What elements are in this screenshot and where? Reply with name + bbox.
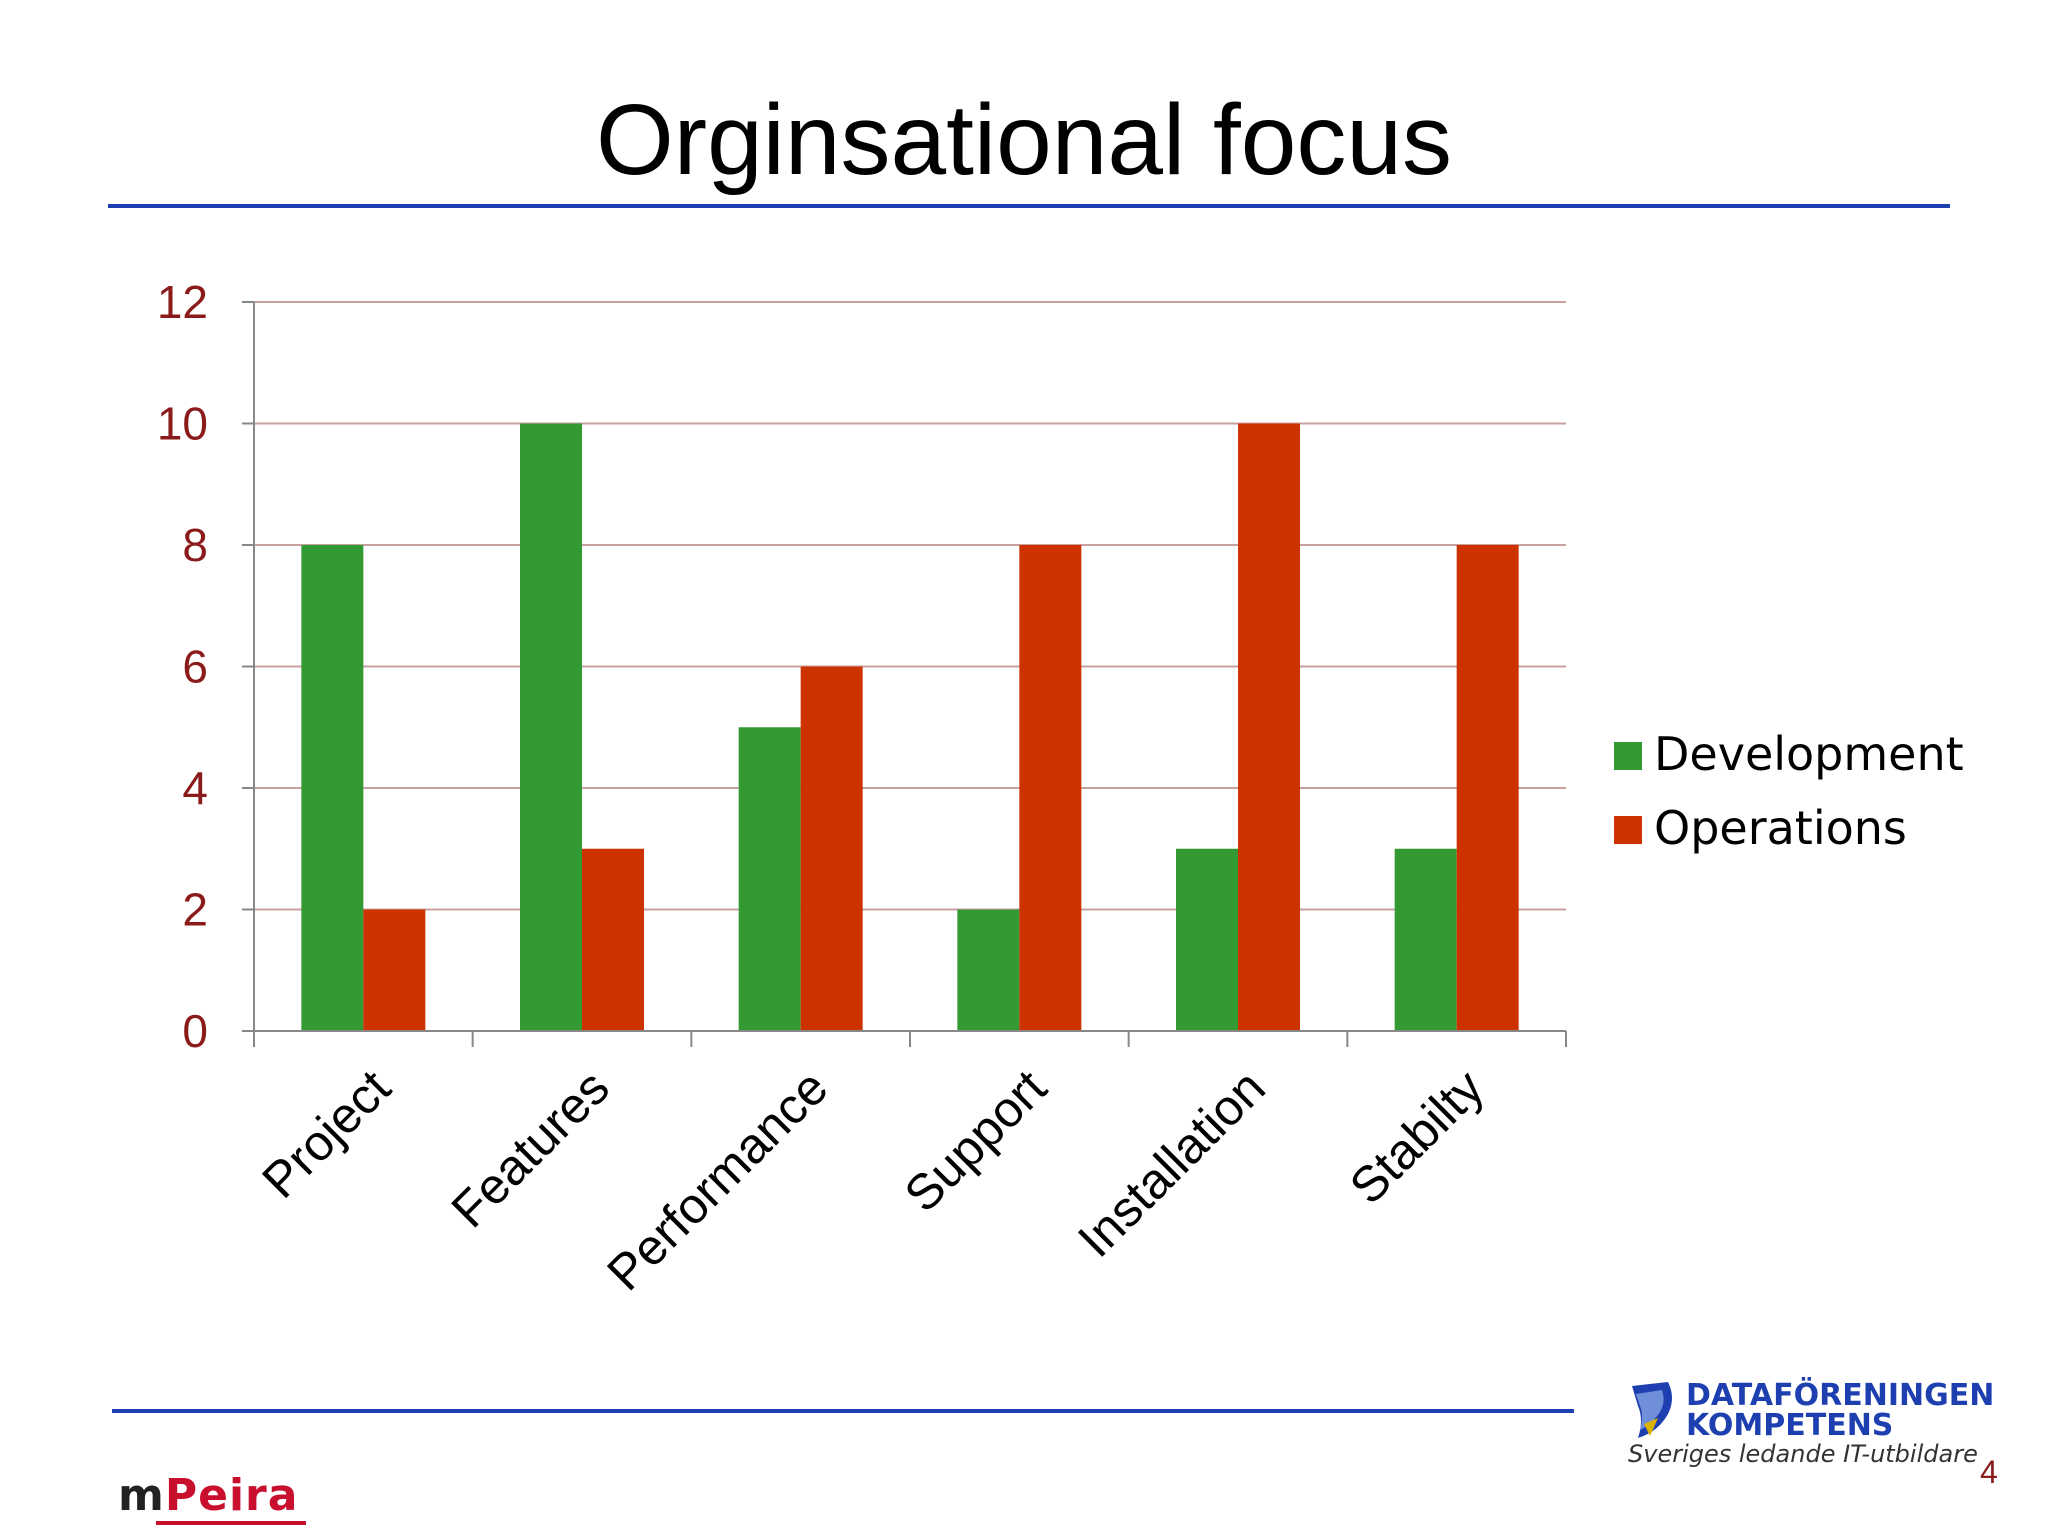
slide-title: Orginsational focus bbox=[595, 84, 1452, 196]
y-tick-label: 10 bbox=[157, 398, 208, 450]
bar-operations-performance bbox=[800, 666, 863, 1031]
y-tick-label: 4 bbox=[182, 762, 208, 814]
dataforeningen-logo: DATAFÖRENINGEN KOMPETENS bbox=[1628, 1380, 1994, 1460]
axes bbox=[242, 301, 1567, 1047]
legend-swatch-operations bbox=[1614, 816, 1642, 844]
dataforeningen-mark-icon bbox=[1632, 1382, 1672, 1438]
mpeira-logo-accent: Peira bbox=[164, 1470, 299, 1521]
legend-swatch-development bbox=[1614, 742, 1642, 770]
bar-operations-features bbox=[582, 848, 644, 1031]
bar-development-features bbox=[520, 423, 582, 1031]
bar-operations-installation bbox=[1238, 423, 1300, 1031]
bar-operations-support bbox=[1019, 545, 1082, 1031]
dataforeningen-tagline: Sveriges ledande IT-utbildare bbox=[1628, 1440, 1978, 1468]
gridlines bbox=[254, 301, 1566, 911]
x-tick-label: Project bbox=[251, 1059, 401, 1209]
mpeira-logo-prefix: m bbox=[118, 1470, 165, 1521]
y-tick-labels: 0 2 4 6 8 10 12 bbox=[157, 276, 208, 1057]
bar-operations-project bbox=[363, 909, 426, 1031]
x-tick-label: Features bbox=[441, 1059, 620, 1238]
bars bbox=[301, 423, 1519, 1031]
legend-label-operations: Operations bbox=[1654, 801, 1907, 855]
mpeira-logo-underline bbox=[156, 1521, 306, 1525]
x-tick-label: Installation bbox=[1067, 1059, 1276, 1268]
bar-development-stabilty bbox=[1394, 848, 1457, 1031]
legend: Development Operations bbox=[1614, 727, 1964, 855]
x-tick-label: Performance bbox=[596, 1059, 838, 1301]
bar-development-performance bbox=[738, 727, 801, 1031]
title-divider bbox=[108, 204, 1950, 208]
y-tick-label: 2 bbox=[182, 884, 208, 936]
y-tick-label: 8 bbox=[182, 519, 208, 571]
dataforeningen-logo-line2: KOMPETENS bbox=[1686, 1408, 1894, 1443]
x-tick-label: Support bbox=[894, 1059, 1058, 1223]
bar-development-project bbox=[301, 545, 364, 1031]
footer-divider bbox=[112, 1409, 1574, 1413]
x-tick-label: Stabilty bbox=[1339, 1059, 1495, 1215]
bar-development-support bbox=[957, 909, 1020, 1031]
y-tick-label: 12 bbox=[157, 276, 208, 328]
bar-operations-stabilty bbox=[1456, 545, 1519, 1031]
page-number: 4 bbox=[1980, 1454, 1998, 1490]
mpeira-logo: mPeira bbox=[118, 1470, 306, 1525]
y-tick-label: 0 bbox=[182, 1005, 208, 1057]
dataforeningen-logo-line1: DATAFÖRENINGEN bbox=[1686, 1378, 1995, 1413]
bar-development-installation bbox=[1176, 848, 1238, 1031]
y-tick-label: 6 bbox=[182, 641, 208, 693]
legend-label-development: Development bbox=[1654, 727, 1964, 781]
